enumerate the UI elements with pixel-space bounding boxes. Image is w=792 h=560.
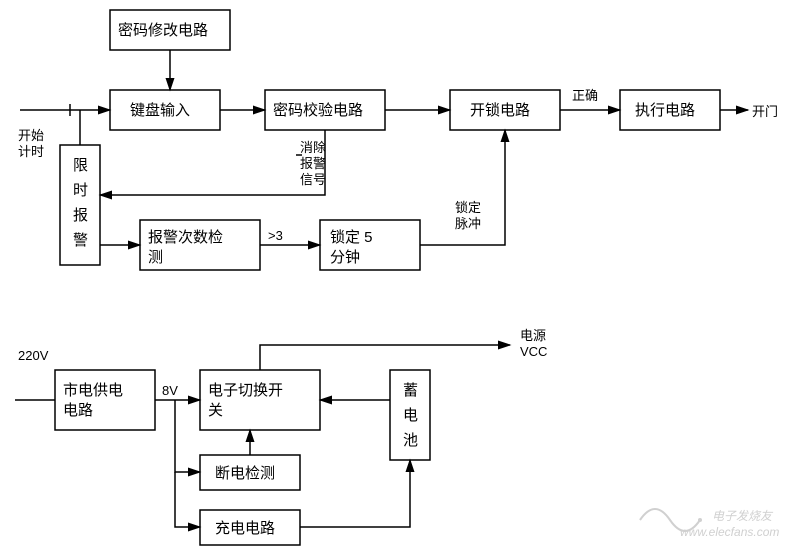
power-detect-label: 断电检测 [215,465,275,482]
edge-mains-detect [175,400,200,472]
watermark-dot [698,518,702,522]
node-alarm-count: 报警次数检 测 [140,220,260,270]
unlock-label: 开锁电路 [470,102,530,119]
label-8v: 8V [162,383,178,398]
node-time-alarm: 限 时 报 警 [60,145,100,265]
keyboard-label: 键盘输入 [130,101,190,119]
label-220v: 220V [18,348,49,363]
label-vcc: 电源 VCC [520,328,550,359]
edge-charge-battery [300,460,410,527]
node-lock-5min: 锁定 5 分钟 [320,220,420,270]
label-correct: 正确 [572,88,598,103]
watermark-url: www.elecfans.com [680,525,779,539]
node-switch: 电子切换开 关 [200,370,320,430]
node-pwd-check: 密码校验电路 [265,90,385,130]
watermark: 电子发烧友 www.elecfans.com [640,509,779,539]
pwd-modify-label: 密码修改电路 [118,22,208,39]
watermark-text: 电子发烧友 [712,509,774,523]
edge-mains-charge [175,472,200,527]
label-gt3: >3 [268,228,283,243]
execute-label: 执行电路 [635,102,695,119]
node-mains: 市电供电 电路 [55,370,155,430]
label-lock-pulse: 锁定 脉冲 [455,200,485,231]
edge-switch-vcc [260,345,510,370]
node-charge: 充电电路 [200,510,300,545]
node-battery: 蓄 电 池 [390,370,430,460]
node-power-detect: 断电检测 [200,455,300,490]
charge-label: 充电电路 [215,520,275,537]
label-open-door: 开门 [752,104,778,119]
node-unlock: 开锁电路 [450,90,560,130]
pwd-check-label: 密码校验电路 [273,102,363,119]
edge-clear-alarm [100,130,325,195]
node-pwd-modify: 密码修改电路 [110,10,230,50]
node-keyboard: 键盘输入 [110,90,220,130]
label-start-time: 开始 计时 [18,128,48,159]
label-clear-alarm: 消除 报警 信号 [300,140,330,187]
node-execute: 执行电路 [620,90,720,130]
